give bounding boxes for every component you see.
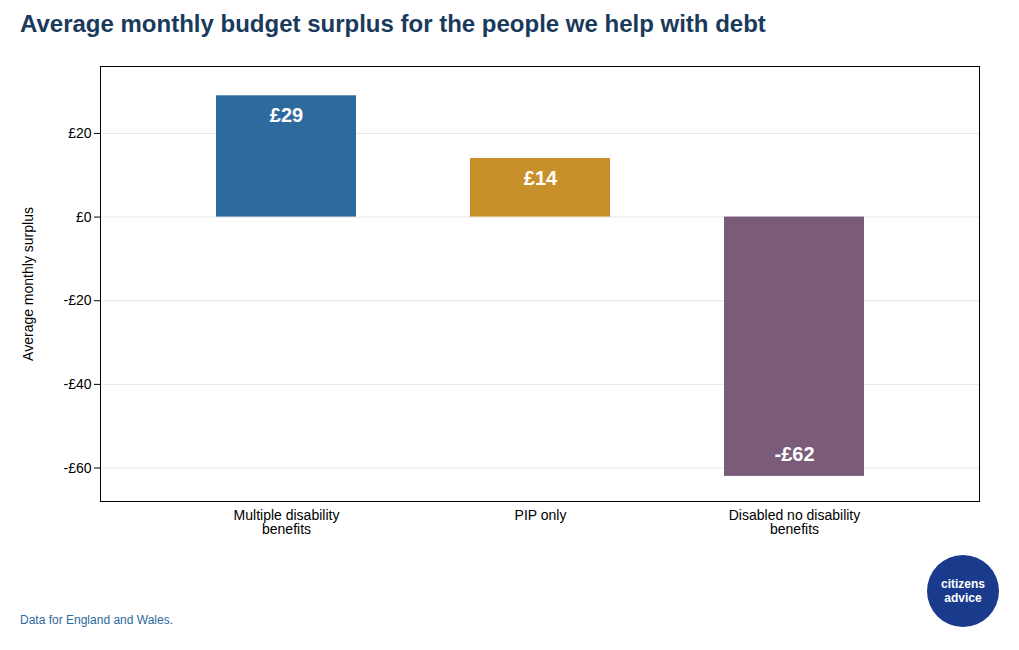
svg-text:Disabled no disabilitybenefits: Disabled no disabilitybenefits bbox=[729, 507, 861, 537]
svg-text:£0: £0 bbox=[76, 209, 92, 225]
html-text:citizens advice: citizens advice bbox=[941, 576, 985, 605]
svg-text:£29: £29 bbox=[270, 104, 303, 126]
html-text:Average monthly budget surplus: Average monthly budget surplus for the p… bbox=[20, 10, 766, 37]
html-text:Data for England and Wales.: Data for England and Wales. bbox=[20, 613, 173, 627]
svg-text:-£40: -£40 bbox=[63, 376, 91, 392]
svg-text:-£62: -£62 bbox=[774, 443, 814, 465]
svg-text:£14: £14 bbox=[524, 167, 558, 189]
svg-text:-£20: -£20 bbox=[63, 292, 91, 308]
svg-text:£20: £20 bbox=[68, 125, 92, 141]
svg-text:-£60: -£60 bbox=[63, 460, 91, 476]
svg-text:PIP only: PIP only bbox=[515, 507, 567, 523]
svg-text:Multiple disabilitybenefits: Multiple disabilitybenefits bbox=[234, 507, 340, 537]
svg-text:Average monthly surplus: Average monthly surplus bbox=[20, 207, 36, 361]
